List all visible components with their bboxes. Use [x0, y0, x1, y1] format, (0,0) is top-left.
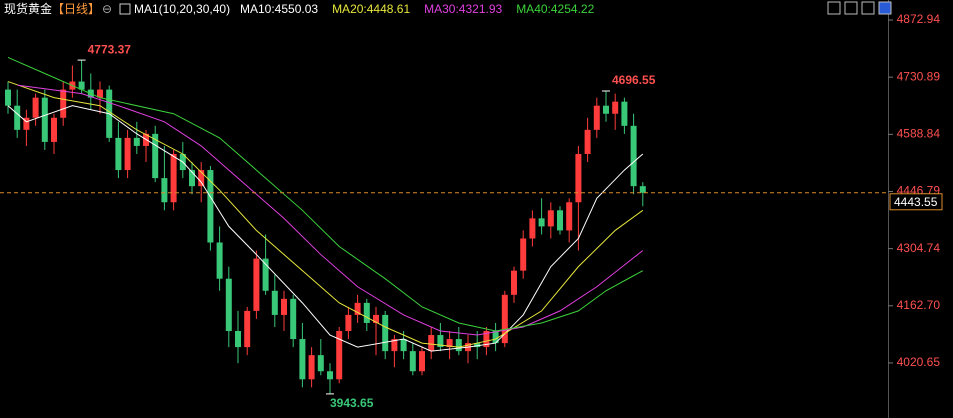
y-tick-label: 4162.70: [897, 298, 941, 312]
candle-body: [78, 81, 85, 90]
candle-body: [271, 290, 278, 315]
candle-body: [14, 105, 21, 130]
extreme-label: 4696.55: [612, 73, 656, 87]
candle-body: [336, 331, 343, 380]
candle-body: [483, 331, 490, 348]
candle-body: [23, 117, 30, 130]
y-tick-label: 4020.65: [897, 355, 941, 369]
candle-body: [575, 153, 582, 203]
icon[interactable]: [861, 1, 875, 15]
candle-body: [253, 258, 260, 311]
candle-body: [281, 298, 287, 315]
candle-body: [262, 258, 269, 291]
extreme-label: 4773.37: [88, 42, 132, 56]
legend-entry: MA30:4321.93: [424, 2, 502, 16]
ma-line: [7, 56, 644, 332]
y-tick-label: 4588.84: [897, 126, 941, 140]
candle-body: [354, 302, 361, 315]
indicator: MA1(10,20,30,40): [134, 2, 230, 16]
instrument: 现货黄金: [4, 1, 52, 16]
candle-body: [60, 89, 67, 118]
legend-entry: MA40:4254.22: [516, 2, 594, 16]
candle-body: [290, 298, 297, 340]
candle-body: [630, 125, 637, 187]
candle-body: [547, 210, 554, 227]
candle-body: [299, 339, 306, 380]
candle-body: [419, 351, 425, 372]
ma-line: [17, 84, 644, 336]
ma-line: [7, 81, 644, 348]
candle-body: [400, 339, 407, 352]
candle-body: [207, 170, 214, 243]
legend-entry: MA20:4448.61: [332, 2, 410, 16]
candle-body: [621, 101, 628, 126]
candle-body: [501, 294, 508, 344]
candle-body: [529, 218, 536, 239]
candle-body: [584, 129, 591, 154]
legend-entry: MA10:4550.03: [240, 2, 318, 16]
candle-body: [41, 97, 48, 142]
y-tick-label: 4872.94: [897, 12, 941, 26]
candle-body: [327, 371, 333, 380]
candle-body: [124, 137, 131, 171]
candle-body: [511, 270, 517, 295]
candle-body: [603, 105, 609, 114]
window-icons: [827, 1, 892, 15]
ma-line: [7, 105, 644, 352]
candle-body: [97, 89, 103, 98]
candle-body: [198, 170, 205, 187]
candle-body: [216, 242, 223, 279]
candle-body: [557, 210, 563, 231]
candle-body: [612, 101, 619, 114]
candle-body: [409, 351, 416, 372]
icon[interactable]: [844, 1, 858, 15]
candle-body: [593, 105, 600, 130]
last-price-box: [889, 193, 943, 211]
candle-body: [566, 202, 573, 231]
candle-body: [152, 133, 159, 179]
candle-body: [428, 335, 435, 352]
candle-body: [115, 137, 122, 171]
icon[interactable]: [878, 1, 892, 15]
candle-body: [189, 170, 195, 187]
y-tick-label: 4304.74: [897, 241, 941, 255]
candle-body: [317, 355, 324, 372]
period[interactable]: 【日线】: [52, 2, 100, 16]
candle-body: [639, 186, 646, 193]
candle-body: [391, 339, 398, 352]
extreme-label: 3943.65: [330, 396, 374, 410]
candle-body: [474, 343, 481, 348]
candle-body: [492, 331, 499, 344]
candle-body: [363, 302, 370, 323]
candle-body: [520, 238, 527, 271]
candle-body: [446, 339, 453, 348]
candle-body: [170, 153, 177, 203]
candle-body: [437, 335, 444, 348]
candle-body: [373, 314, 379, 323]
icon[interactable]: [827, 1, 841, 15]
candle-body: [225, 278, 232, 332]
candle-body: [382, 314, 389, 352]
candle-body: [51, 117, 57, 142]
candle-body: [244, 310, 251, 348]
indicator-icon[interactable]: [119, 3, 131, 15]
toggle[interactable]: ⊖: [102, 2, 112, 16]
candle-body: [455, 339, 462, 352]
candle-body: [538, 218, 545, 227]
y-tick-label: 4730.89: [897, 69, 941, 83]
candle-body: [133, 137, 140, 146]
candle-body: [5, 89, 11, 106]
candle-body: [161, 178, 168, 203]
candle-body: [308, 355, 315, 380]
candle-body: [345, 314, 352, 332]
last-price-label: 4443.55: [894, 195, 938, 209]
candle-body: [235, 331, 241, 348]
candle-body: [32, 97, 39, 118]
